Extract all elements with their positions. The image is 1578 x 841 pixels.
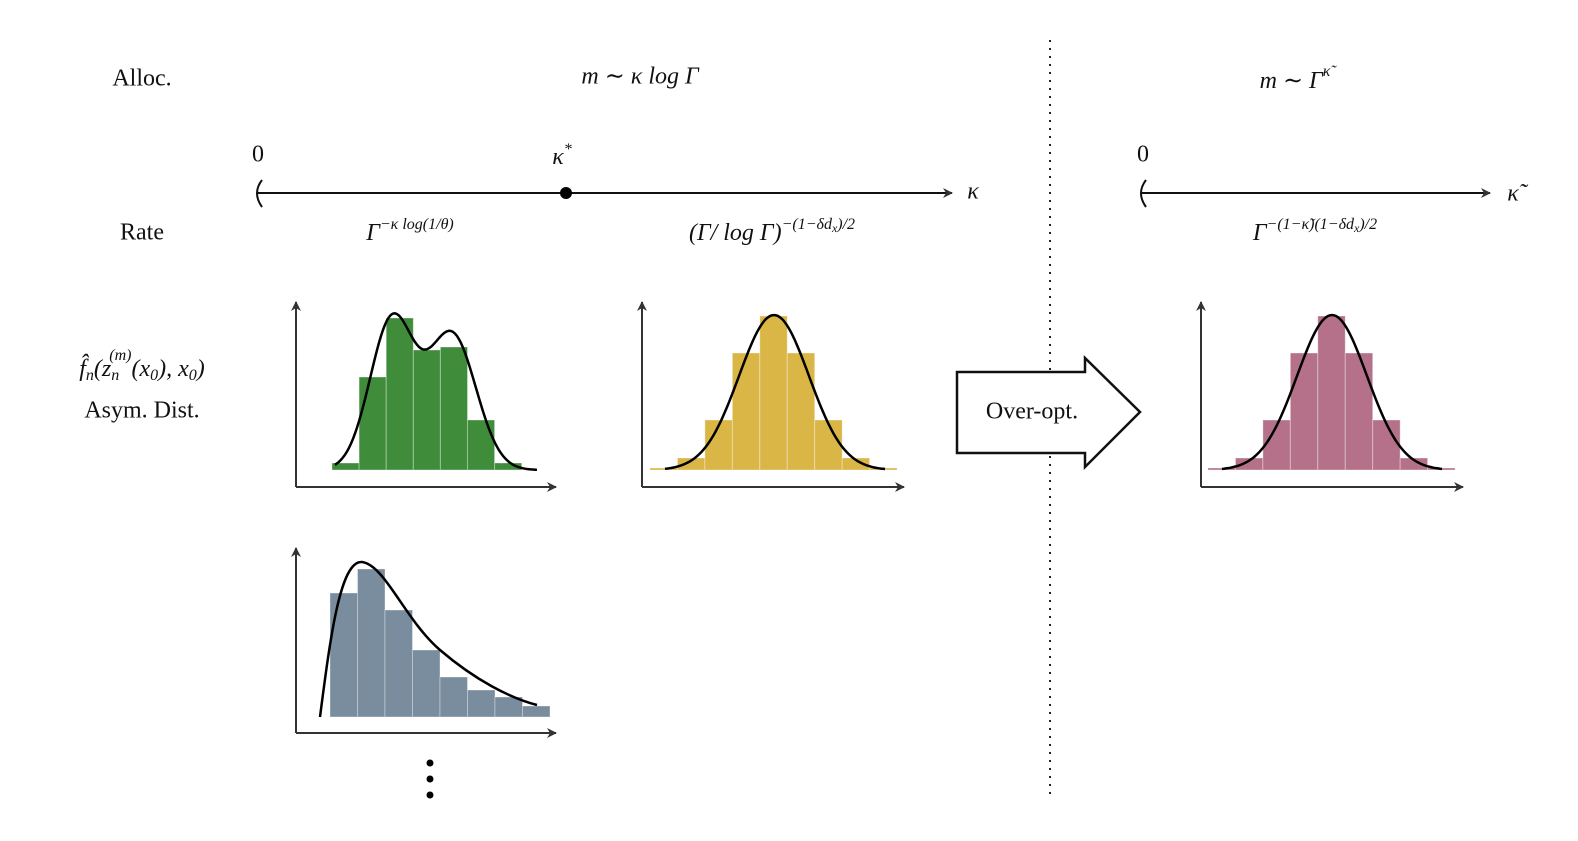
rate-right: Γ−(1−κ̃)(1−δdx)/2 bbox=[1252, 216, 1377, 246]
density-curve bbox=[1221, 313, 1443, 471]
density-curve bbox=[334, 312, 537, 471]
density-curve bbox=[318, 560, 538, 718]
ellipsis-dot bbox=[426, 791, 434, 799]
kappa-star: κ* bbox=[552, 141, 572, 170]
base: κ bbox=[552, 144, 564, 170]
paren bbox=[256, 179, 263, 208]
base: (Γ/ log Γ) bbox=[689, 220, 782, 246]
hist-bar bbox=[357, 568, 386, 718]
hist-bar bbox=[385, 317, 414, 471]
sup-sub: x bbox=[1353, 221, 1360, 235]
ellipsis-dot bbox=[426, 775, 434, 783]
hist-bar bbox=[467, 419, 496, 471]
hist-bar bbox=[358, 376, 387, 471]
rest: (x bbox=[131, 356, 150, 382]
x-sub: 0 bbox=[150, 367, 158, 384]
base: m ∼ Γ bbox=[1260, 68, 1324, 94]
hist-bar bbox=[467, 689, 496, 718]
hist-bar bbox=[522, 705, 551, 718]
rate-mid: (Γ/ log Γ)−(1−δdx)/2 bbox=[689, 216, 855, 246]
ellipsis-dot bbox=[426, 759, 434, 767]
axis-end: κ̃ bbox=[1507, 181, 1529, 207]
hist-bar bbox=[1317, 315, 1346, 471]
hist-bar bbox=[329, 592, 358, 718]
sup: −(1−κ̃)(1−δd bbox=[1267, 216, 1355, 233]
rate-left: Γ−κ log(1/θ) bbox=[365, 216, 454, 246]
sup-sub: x bbox=[831, 221, 838, 235]
sup: κ̃ bbox=[1323, 63, 1338, 80]
sup: −(1−δd bbox=[782, 216, 833, 233]
hist-bar bbox=[439, 676, 468, 718]
hist-bar bbox=[494, 462, 523, 471]
hist-bar bbox=[1399, 457, 1429, 471]
hist-bar bbox=[731, 352, 761, 471]
x2-sub: 0 bbox=[189, 367, 197, 384]
mid: ), x bbox=[156, 356, 189, 382]
hist-bar bbox=[1289, 352, 1319, 471]
sup-end: )/2 bbox=[1358, 216, 1377, 233]
over-opt-label: Over-opt. bbox=[986, 399, 1078, 425]
open: (z bbox=[94, 356, 112, 382]
sup: * bbox=[564, 141, 572, 158]
hist-bar bbox=[759, 315, 788, 471]
hist-bar bbox=[786, 352, 816, 471]
hist-bar bbox=[412, 349, 441, 471]
histograms bbox=[291, 301, 1464, 738]
hist-bar bbox=[814, 419, 843, 471]
hist-bar bbox=[1372, 419, 1401, 471]
kappa-star-dot bbox=[560, 187, 572, 199]
hist-bar bbox=[412, 649, 441, 718]
base: Γ bbox=[365, 220, 381, 246]
close: ) bbox=[195, 356, 205, 382]
axis-end: κ bbox=[967, 179, 979, 205]
f-sub: n bbox=[86, 367, 94, 384]
alloc-label: Alloc. bbox=[112, 66, 171, 92]
sup-end: )/2 bbox=[836, 216, 855, 233]
base: Γ bbox=[1252, 220, 1268, 246]
density-curve bbox=[664, 313, 886, 471]
axis-zero: 0 bbox=[252, 142, 264, 168]
hist-bar bbox=[1344, 352, 1374, 471]
hist-bar bbox=[1234, 457, 1264, 471]
over-opt-arrow bbox=[955, 355, 1142, 471]
z-sup: (m) bbox=[109, 347, 131, 364]
estimator-label: f̂n(zn(m)(x0), x0) bbox=[79, 347, 205, 384]
alloc-left: m ∼ κ log Γ bbox=[581, 64, 700, 90]
axis-zero: 0 bbox=[1137, 142, 1149, 168]
hist-bar bbox=[439, 346, 468, 471]
hist-bar bbox=[841, 457, 871, 471]
rate-label: Rate bbox=[120, 220, 164, 246]
sup: −κ log(1/θ) bbox=[380, 216, 454, 233]
paren bbox=[1140, 179, 1147, 208]
z-sub: n bbox=[111, 367, 119, 384]
alloc-right: m ∼ Γκ̃ bbox=[1260, 63, 1338, 94]
hist-bar bbox=[384, 609, 413, 718]
f: f̂ bbox=[79, 353, 89, 381]
asym-label: Asym. Dist. bbox=[84, 398, 199, 424]
